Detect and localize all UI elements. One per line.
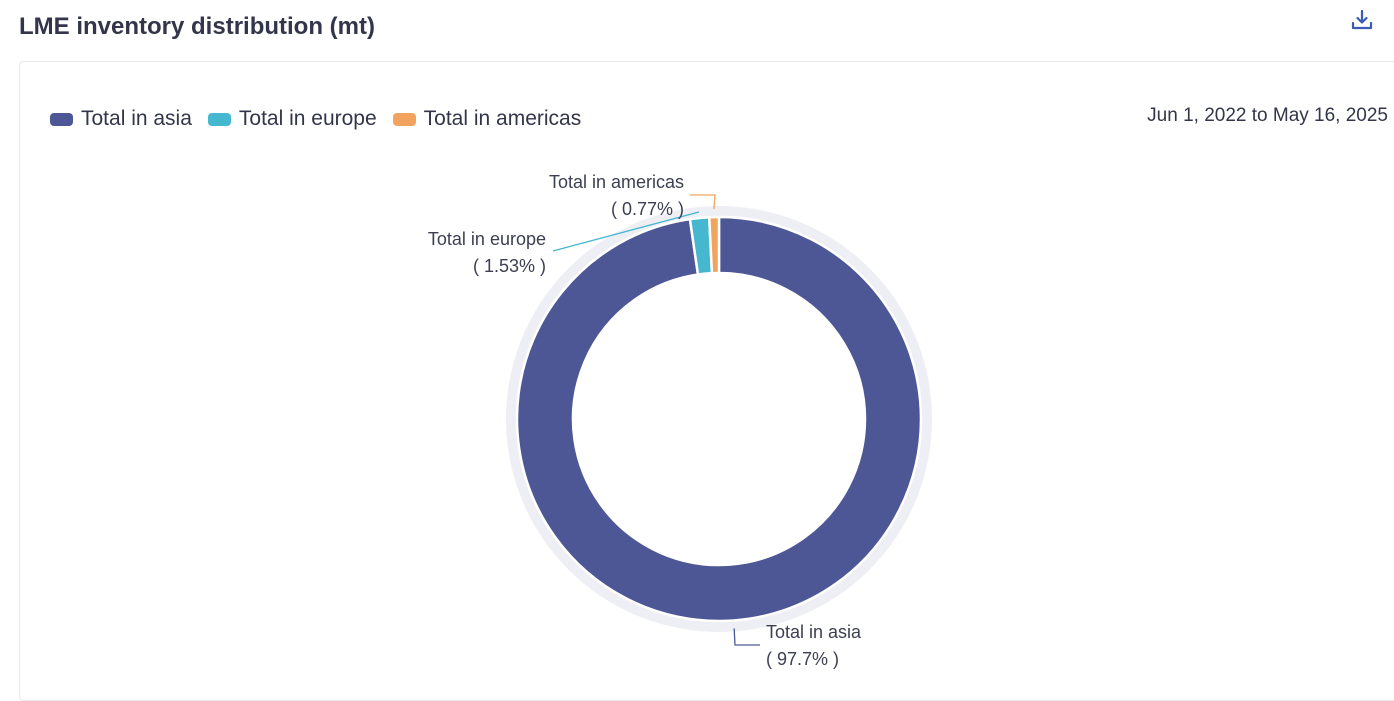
legend-item-asia[interactable]: Total in asia xyxy=(50,106,192,132)
donut-halo xyxy=(506,206,932,632)
download-icon xyxy=(1351,9,1373,30)
date-range: Jun 1, 2022 to May 16, 2025 xyxy=(1147,105,1388,126)
donut-chart: Total in asia ( 97.7% ) Total in europe ( 1… xyxy=(428,172,932,669)
slice-total-in-asia xyxy=(515,215,923,623)
legend-label-asia: Total in asia xyxy=(81,107,192,130)
legend-swatch-americas xyxy=(392,112,416,126)
slice-label-name-total-in-europe: Total in europe xyxy=(428,229,546,249)
slice-total-in-americas xyxy=(707,215,721,275)
slice-label-name-total-in-americas: Total in americas xyxy=(549,172,684,192)
slice-label-percent-total-in-americas: ( 0.77% ) xyxy=(611,199,684,219)
leader-line-total-in-europe xyxy=(552,211,700,252)
legend-item-americas[interactable]: Total in americas xyxy=(392,106,582,132)
download-button[interactable] xyxy=(1348,6,1376,34)
legend-item-europe[interactable]: Total in europe xyxy=(207,106,377,132)
legend-label-americas: Total in americas xyxy=(423,107,582,130)
page-title: LME inventory distribution (mt) xyxy=(19,13,375,40)
slice-label-name-total-in-asia: Total in asia xyxy=(766,622,862,642)
legend-swatch-asia xyxy=(50,112,73,126)
slice-label-percent-total-in-asia: ( 97.7% ) xyxy=(766,649,839,669)
legend-swatch-europe xyxy=(207,112,231,126)
legend-label-europe: Total in europe xyxy=(238,107,377,130)
chart-legend: Total in asia Total in europe Total in a… xyxy=(50,106,597,132)
slice-label-percent-total-in-europe: ( 1.53% ) xyxy=(473,256,546,276)
leader-line-total-in-americas xyxy=(690,194,716,210)
leader-line-total-in-asia xyxy=(733,628,760,646)
